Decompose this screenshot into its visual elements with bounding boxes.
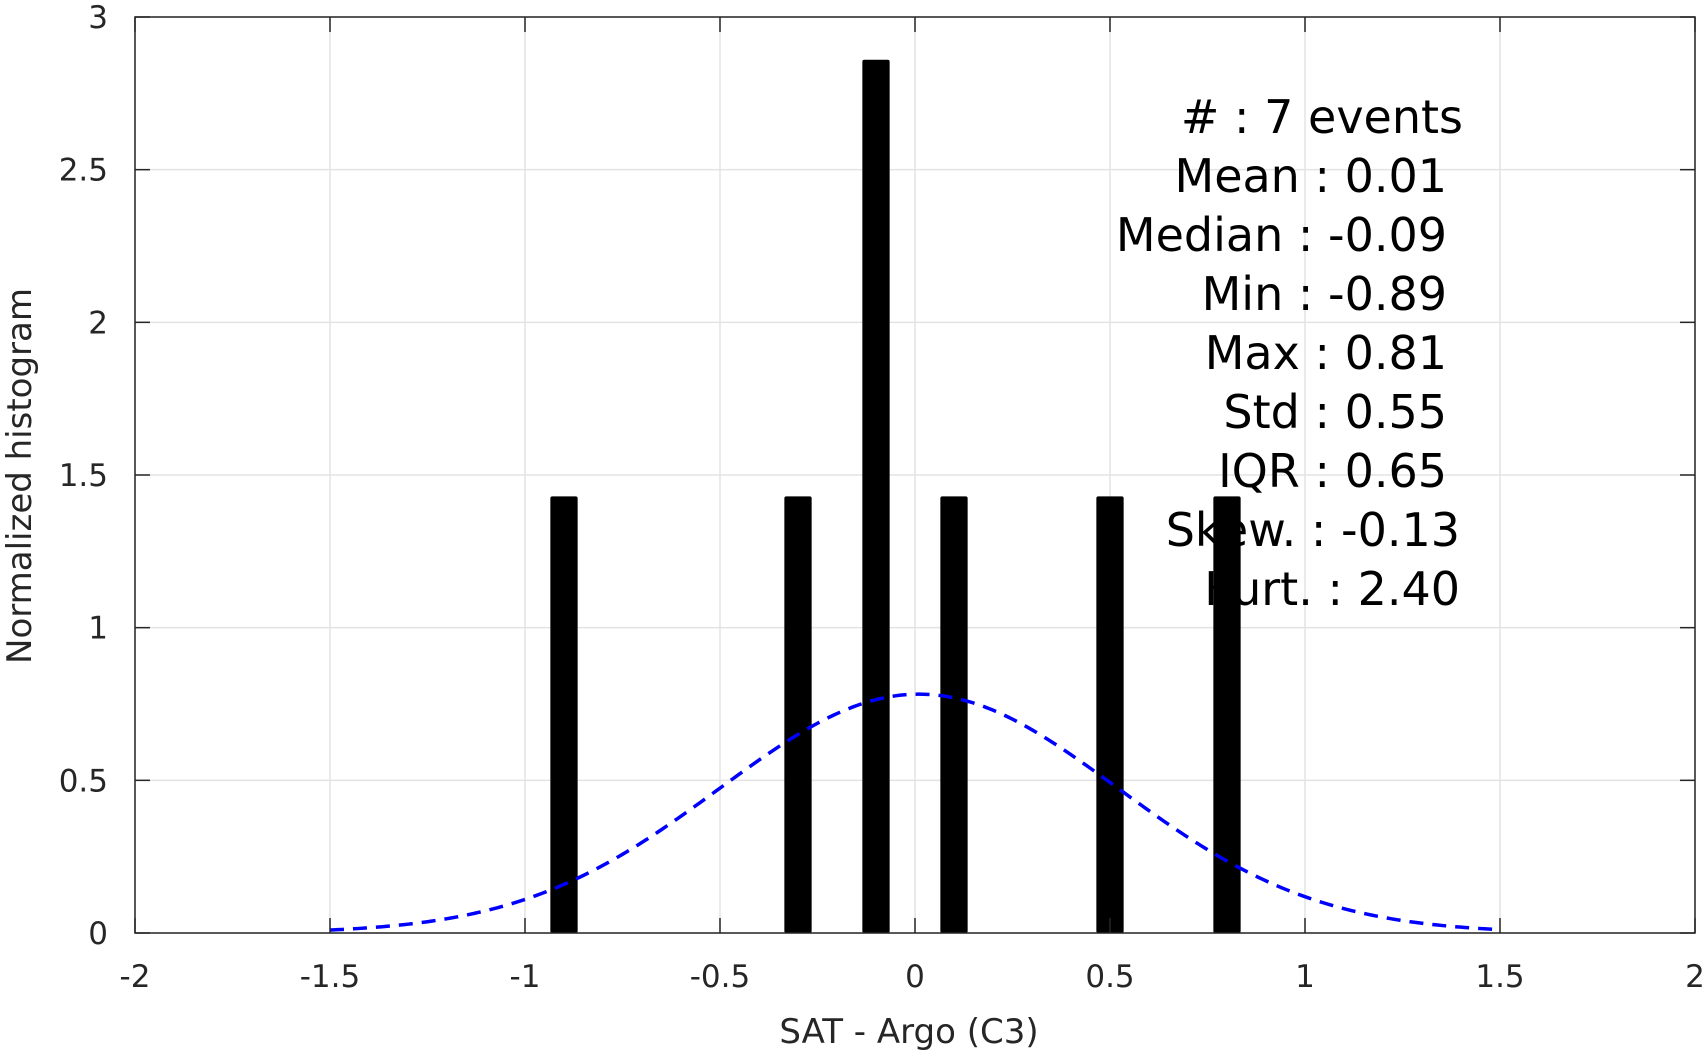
x-tick-label: -1.5	[300, 959, 361, 995]
y-tick-label: 1.5	[59, 458, 108, 494]
x-tick-label: -2	[120, 959, 151, 995]
normal-fit-line	[329, 692, 1501, 932]
histogram-bar	[940, 496, 968, 933]
y-tick-label: 2	[88, 305, 108, 341]
x-tick-label: 1	[1295, 959, 1315, 995]
x-tick-label: -1	[510, 959, 541, 995]
x-tick-labels: -2 -1.5 -1 -0.5 0 0.5 1 1.5 2	[120, 959, 1703, 995]
y-tick-label: 1	[88, 611, 108, 647]
normal-fit-curve	[329, 692, 1501, 932]
stat-line: Kurt. : 2.40	[1204, 562, 1460, 616]
x-axis-label: SAT - Argo (C3)	[779, 1012, 1038, 1052]
stat-line: Mean : 0.01	[1175, 149, 1448, 203]
y-axis-label: Normalized histogram	[0, 288, 40, 664]
stat-line: Max : 0.81	[1205, 326, 1447, 380]
axis-ticks	[134, 16, 1696, 934]
y-tick-labels: 0 0.5 1 1.5 2 2.5 3	[59, 0, 108, 952]
histogram-bar	[862, 59, 890, 934]
stat-line: Min : -0.89	[1202, 267, 1447, 321]
histogram-bars	[550, 59, 1241, 934]
stat-line: Skew. : -0.13	[1166, 503, 1460, 557]
x-tick-label: 2	[1685, 959, 1703, 995]
histogram-bar	[550, 496, 578, 933]
y-tick-label: 0	[88, 916, 108, 952]
stat-line: Median : -0.09	[1116, 208, 1447, 262]
x-tick-label: -0.5	[690, 959, 751, 995]
y-tick-label: 3	[88, 0, 108, 36]
histogram-bar	[784, 496, 812, 933]
histogram-bar	[1096, 496, 1124, 933]
stat-line: IQR : 0.65	[1218, 444, 1447, 498]
x-tick-label: 0	[905, 959, 925, 995]
stat-line: # : 7 events	[1181, 90, 1463, 144]
histogram-bar	[1213, 496, 1241, 933]
y-tick-label: 0.5	[59, 763, 108, 799]
y-tick-label: 2.5	[59, 153, 108, 189]
x-tick-label: 0.5	[1085, 959, 1134, 995]
stat-line: Std : 0.55	[1223, 385, 1447, 439]
x-tick-label: 1.5	[1475, 959, 1524, 995]
